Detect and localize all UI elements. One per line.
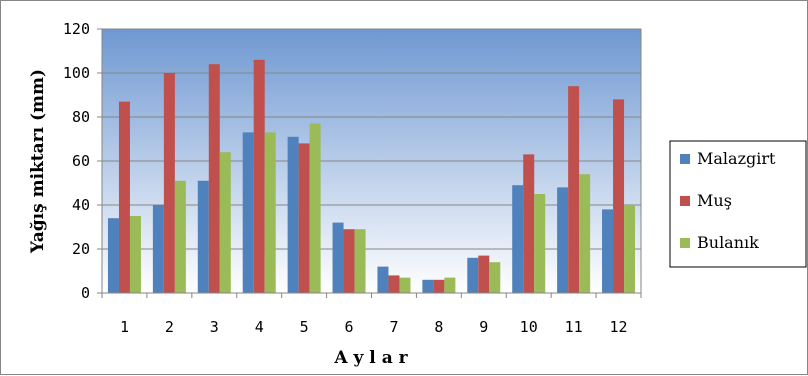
bar-muş-4 — [253, 59, 265, 293]
bar-malazgirt-9 — [467, 257, 479, 293]
bar-muş-9 — [478, 255, 490, 293]
bar-bulanık-10 — [534, 194, 546, 293]
bar-muş-3 — [208, 64, 220, 293]
x-tick-label: 1 — [120, 318, 129, 336]
legend-label-bulanik: Bulanık — [697, 233, 759, 252]
legend: Malazgirt Muş Bulanık — [669, 140, 807, 268]
bar-malazgirt-6 — [332, 222, 344, 293]
y-tick-label: 0 — [81, 284, 90, 302]
bar-bulanık-7 — [399, 277, 411, 293]
legend-label-malazgirt: Malazgirt — [697, 149, 776, 168]
bar-bulanık-5 — [309, 123, 321, 293]
x-tick-label: 8 — [434, 318, 443, 336]
bar-malazgirt-1 — [107, 218, 119, 293]
bar-muş-7 — [388, 275, 400, 293]
bar-bulanık-2 — [174, 180, 186, 293]
bar-malazgirt-12 — [602, 209, 614, 293]
y-tick-label: 60 — [72, 152, 90, 170]
legend-swatch-malazgirt — [680, 154, 690, 164]
bar-muş-8 — [433, 279, 445, 293]
y-tick-label: 100 — [63, 64, 90, 82]
x-tick-label: 6 — [345, 318, 354, 336]
bar-malazgirt-10 — [512, 185, 524, 293]
bar-muş-2 — [163, 73, 175, 293]
y-tick-label: 80 — [72, 108, 90, 126]
x-tick-label: 5 — [300, 318, 309, 336]
bar-malazgirt-8 — [422, 279, 434, 293]
bar-malazgirt-11 — [557, 187, 569, 293]
bar-bulanık-8 — [444, 277, 456, 293]
bar-muş-6 — [343, 229, 355, 293]
bar-bulanık-3 — [219, 152, 231, 293]
x-tick-label: 10 — [520, 318, 538, 336]
y-tick-label: 40 — [72, 196, 90, 214]
bar-bulanık-4 — [264, 132, 276, 293]
x-tick-label: 12 — [610, 318, 628, 336]
x-axis-title: A y l a r — [333, 348, 408, 368]
x-tick-label: 4 — [255, 318, 264, 336]
x-tick-label: 7 — [389, 318, 398, 336]
legend-swatch-mus — [680, 196, 690, 206]
bar-malazgirt-2 — [152, 205, 164, 293]
bar-muş-11 — [568, 86, 580, 293]
bar-muş-5 — [298, 143, 310, 293]
y-tick-label: 20 — [72, 240, 90, 258]
bar-malazgirt-4 — [242, 132, 254, 293]
bar-muş-12 — [613, 99, 625, 294]
x-tick-label: 11 — [565, 318, 583, 336]
x-tick-label: 3 — [210, 318, 219, 336]
bar-malazgirt-5 — [287, 136, 299, 293]
x-tick-label: 2 — [165, 318, 174, 336]
bar-malazgirt-3 — [197, 180, 209, 293]
legend-box — [669, 140, 807, 268]
legend-swatch-bulanik — [680, 238, 690, 248]
bar-bulanık-9 — [489, 262, 501, 293]
y-tick-label: 120 — [63, 20, 90, 38]
bar-bulanık-1 — [129, 216, 141, 293]
bar-bulanık-12 — [624, 205, 636, 293]
bar-malazgirt-7 — [377, 266, 389, 293]
y-axis-title: Yağış miktarı (mm) — [28, 69, 48, 254]
gridlines — [102, 28, 641, 250]
axes — [97, 28, 642, 298]
bar-bulanık-11 — [579, 174, 591, 293]
x-tick-label: 9 — [479, 318, 488, 336]
legend-label-mus: Muş — [697, 191, 732, 210]
bar-muş-10 — [523, 154, 535, 293]
bars — [107, 59, 636, 294]
bar-bulanık-6 — [354, 229, 366, 293]
bar-muş-1 — [118, 101, 130, 293]
